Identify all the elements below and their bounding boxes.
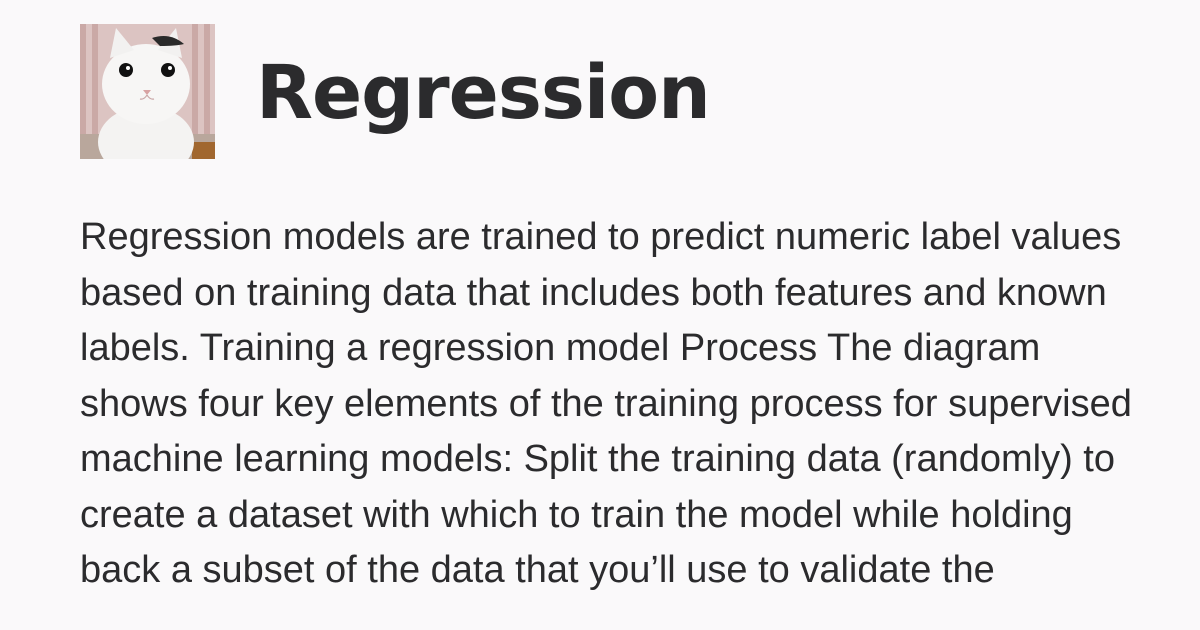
page-title: Regression [256,50,711,136]
description-text: Regression models are trained to predict… [80,216,1132,591]
cat-avatar-icon [80,24,215,159]
